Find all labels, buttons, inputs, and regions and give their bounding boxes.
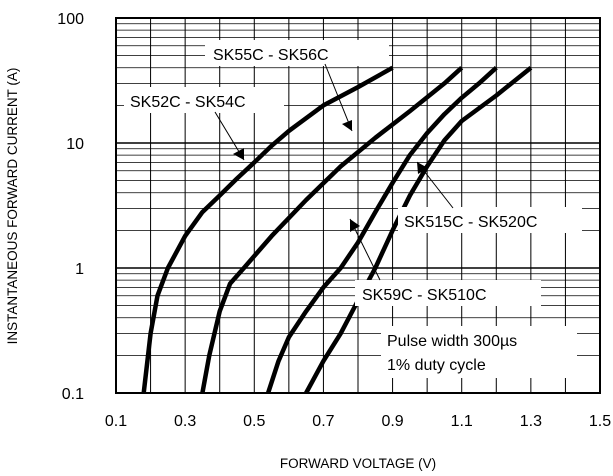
annotation-sk515-bg [398,207,582,233]
series-line-2 [200,66,464,394]
arrowhead [233,148,244,160]
arrowhead [417,162,428,174]
x-tick-label: 0.9 [381,413,403,430]
y-tick-labels: 0.1 1 10 100 [57,11,84,403]
leader-line [349,218,381,281]
annotation-sk55-label: SK55C - SK56C [213,47,329,64]
annotation-sk59-label: SK59C - SK510C [362,287,487,304]
x-tick-label: 1.5 [589,413,611,430]
plot-frame [115,17,601,394]
annotation-sk55-bg [205,40,389,66]
leader-sk59 [349,218,381,281]
annotation-sk55-group: SK55C - SK56C [205,40,389,66]
x-axis-label: FORWARD VOLTAGE (V) [280,456,436,471]
arrowhead [350,219,360,232]
x-tick-labels: 0.1 0.3 0.5 0.7 0.9 1.1 1.3 1.5 [105,413,611,430]
annotation-sk515-group: SK515C - SK520C [398,207,582,233]
y-axis-label: INSTANTANEOUS FORWARD CURRENT (A) [5,68,20,345]
leader-sk52 [214,111,245,161]
series-line-1 [141,65,394,394]
leader-sk515 [416,161,454,209]
annotation-sk59-bg [355,280,541,306]
annotation-sk52-group: SK52C - SK54C [124,87,284,113]
duty-cycle-note: 1% duty cycle [387,357,486,374]
annotation-sk52-label: SK52C - SK54C [130,94,246,111]
annotation-sk515-label: SK515C - SK520C [404,214,537,231]
x-tick-label: 0.3 [174,413,196,430]
series-line-3 [265,66,498,394]
leader-sk55-to-sk54-curve [324,63,353,132]
x-tick-label: 1.1 [451,413,473,430]
annotation-sk59-group: SK59C - SK510C [355,280,541,306]
x-tick-label: 0.1 [105,413,127,430]
y-tick-label: 0.1 [62,386,84,403]
x-tick-label: 1.3 [520,413,542,430]
x-tick-label: 0.5 [243,413,265,430]
y-tick-label: 1 [75,261,84,278]
y-tick-label: 10 [66,136,84,153]
pulse-note-group: Pulse width 300µs 1% duty cycle [381,326,577,378]
pulse-note-bg [381,326,577,378]
annotation-sk52-bg [124,87,284,113]
x-tick-label: 0.7 [312,413,334,430]
y-tick-label: 100 [57,11,84,28]
pulse-width-note: Pulse width 300µs [387,333,517,350]
arrowhead [342,120,352,131]
leader-line [324,63,353,132]
